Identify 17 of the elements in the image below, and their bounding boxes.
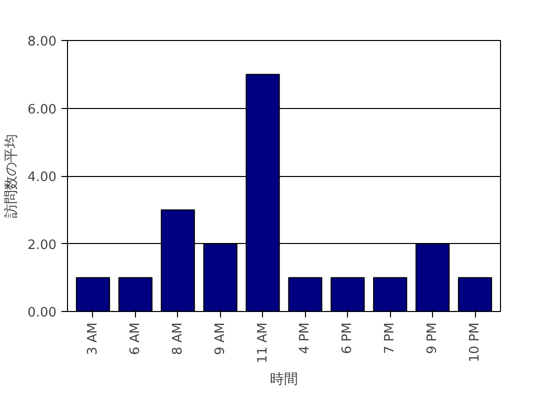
x-tick-label: 6 AM	[128, 322, 143, 356]
y-tick-label: 2.00	[28, 238, 57, 253]
x-tick-label: 8 AM	[170, 322, 186, 356]
y-tick-label: 8.00	[28, 34, 57, 50]
x-axis-title: 時間	[270, 371, 298, 388]
y-tick-label: 6.00	[28, 102, 57, 118]
x-tick-label: 11 AM	[255, 322, 270, 364]
y-tick-label: 0.00	[28, 306, 57, 320]
x-tick-label: 9 PM	[425, 322, 440, 354]
x-tick-label: 6 PM	[340, 322, 356, 354]
x-tick-label: 10 PM	[468, 322, 483, 362]
y-axis-title: 訪問数の平均	[4, 134, 20, 218]
x-tick-label: 4 PM	[298, 322, 313, 354]
x-tick-label: 3 AM	[85, 322, 100, 356]
y-tick-label: 4.00	[28, 170, 57, 185]
x-tick-label: 7 PM	[382, 322, 398, 354]
x-tick-label: 9 AM	[212, 322, 228, 356]
